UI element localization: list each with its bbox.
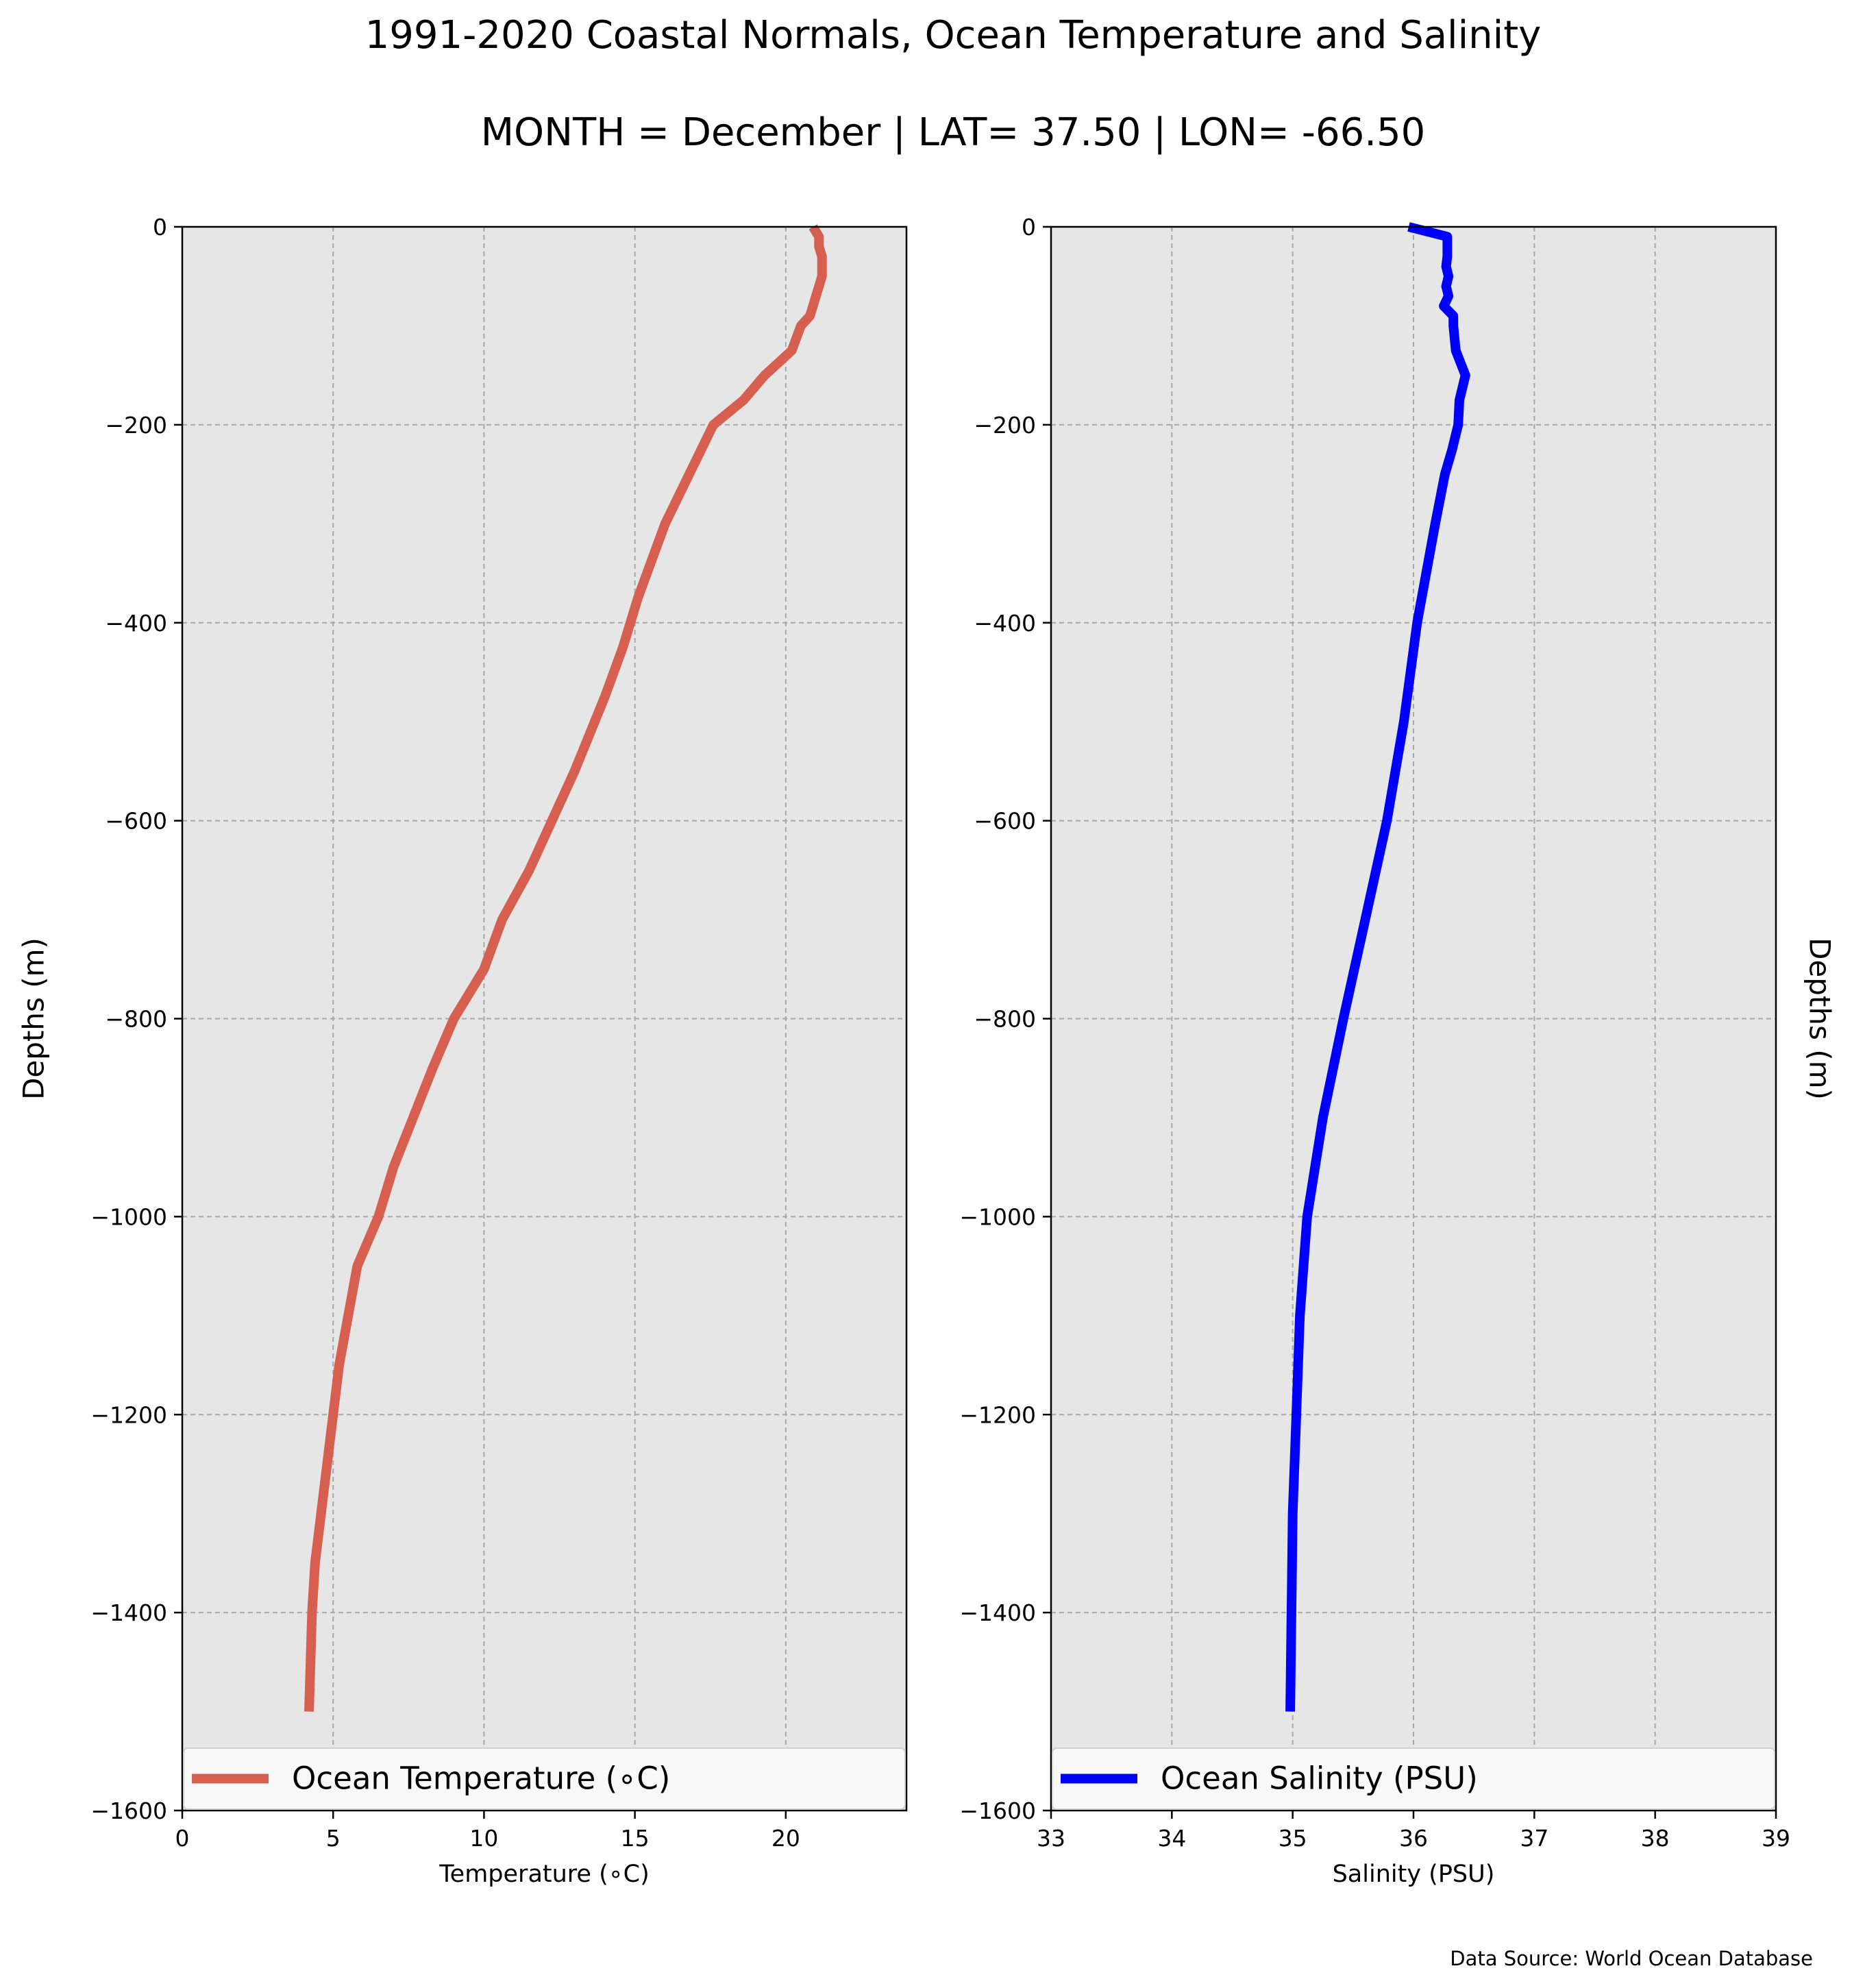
temperature-panel: 0 5 10 15 20 0 −200 −400 −600 −800 −1000 −1200 −1400… <box>17 214 908 1888</box>
c1-legend-box <box>1052 1747 1775 1810</box>
c0-x-tick-label: 5 <box>326 1825 341 1852</box>
title-line-2: MONTH = December | LAT= 37.50 | LON= -66… <box>481 110 1426 155</box>
title-line-1: 1991-2020 Coastal Normals, Ocean Tempera… <box>365 13 1542 58</box>
c1-y-tick-label: −1200 <box>959 1401 1036 1428</box>
c0-y-tick-label: −400 <box>105 610 167 637</box>
c0-y-tick-label: −200 <box>105 412 167 439</box>
source-note: Data Source: World Ocean Database <box>1450 1947 1813 1970</box>
c1-y-tick-label: −600 <box>974 808 1036 835</box>
c0-x-tick-label: 0 <box>175 1825 190 1852</box>
c0-x-tick-label: 15 <box>621 1825 650 1852</box>
c0-legend-box <box>183 1747 906 1810</box>
c1-legend-label-0: Ocean Salinity (PSU) <box>1161 1760 1478 1797</box>
c0-legend: Ocean Temperature (∘C) <box>183 1747 906 1810</box>
c1-x-tick-label: 33 <box>1037 1825 1065 1852</box>
c0-x-tick-label: 10 <box>469 1825 498 1852</box>
c1-legend: Ocean Salinity (PSU) <box>1052 1747 1775 1810</box>
c1-y-tick-label: −800 <box>974 1006 1036 1033</box>
c1-x-tick-label: 39 <box>1762 1825 1790 1852</box>
salinity-panel: 33 34 35 36 37 38 39 0 −200 −400 −600 −800 −1000 −120… <box>959 214 1836 1888</box>
c0-legend-label-0: Ocean Temperature (∘C) <box>292 1760 670 1797</box>
c0-y-tick-label: −800 <box>105 1006 167 1033</box>
c1-x-tick-label: 36 <box>1399 1825 1428 1852</box>
c1-y-tick-label: −400 <box>974 610 1036 637</box>
c1-x-tick-label: 37 <box>1520 1825 1548 1852</box>
c0-y-tick-label: −600 <box>105 808 167 835</box>
c1-y-tick-label: −1000 <box>959 1203 1036 1230</box>
c0-x-axis-label: Temperature (∘C) <box>439 1861 650 1888</box>
c1-x-tick-label: 34 <box>1157 1825 1186 1852</box>
c1-series-line-0 <box>1285 222 1470 1712</box>
c1-y-tick-label: −200 <box>974 412 1036 439</box>
c1-y-tick-label: −1400 <box>959 1599 1036 1626</box>
c0-y-tick-label: 0 <box>153 214 167 241</box>
c1-x-axis-label: Salinity (PSU) <box>1333 1861 1495 1888</box>
c0-y-tick-label: −1200 <box>90 1401 167 1428</box>
c1-y-axis-label: Depths (m) <box>1803 937 1837 1100</box>
c0-y-tick-label: −1400 <box>90 1599 167 1626</box>
c1-x-tick-label: 38 <box>1641 1825 1670 1852</box>
c1-x-tick-label: 35 <box>1279 1825 1307 1852</box>
c0-y-axis-label: Depths (m) <box>17 937 51 1100</box>
c0-x-tick-label: 20 <box>771 1825 800 1852</box>
c1-y-tick-label: −1600 <box>959 1797 1036 1824</box>
c0-y-tick-label: −1600 <box>90 1797 167 1824</box>
c0-series-line-0 <box>304 224 827 1712</box>
c0-y-tick-label: −1000 <box>90 1203 167 1230</box>
c1-y-tick-label: 0 <box>1022 214 1036 241</box>
